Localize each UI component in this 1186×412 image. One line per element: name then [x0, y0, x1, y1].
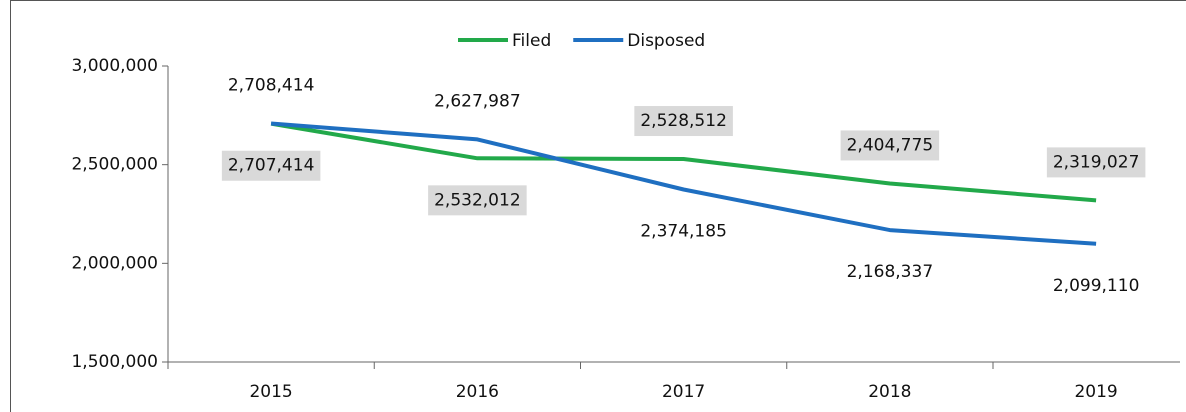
data-label: 2,099,110: [1053, 276, 1140, 296]
x-tick-label: 2019: [1074, 382, 1117, 402]
x-tick-label: 2016: [456, 382, 499, 402]
y-tick-label: 1,500,000: [71, 352, 158, 372]
x-tick-label: 2015: [249, 382, 292, 402]
y-tick-label: 3,000,000: [71, 56, 158, 76]
data-label: 2,374,185: [640, 221, 727, 241]
data-label: 2,168,337: [847, 262, 934, 282]
data-label: 2,707,414: [228, 156, 315, 176]
y-tick-label: 2,000,000: [71, 253, 158, 273]
line-series: [270, 121, 1097, 203]
legend-label: Disposed: [627, 31, 705, 51]
data-label: 2,528,512: [640, 111, 727, 131]
data-label: 2,708,414: [228, 76, 315, 96]
data-label-box: [1046, 147, 1146, 178]
data-label: 2,532,012: [434, 190, 521, 210]
data-label-box: [221, 150, 321, 181]
y-tick-label: 2,500,000: [71, 155, 158, 175]
data-label: 2,627,987: [434, 91, 521, 111]
data-label: 2,319,027: [1053, 152, 1140, 172]
data-label-box: [840, 130, 940, 161]
data-label-box: [634, 106, 733, 137]
legend-label: Filed: [512, 31, 551, 51]
data-label-box: [428, 185, 527, 216]
line-series: [270, 121, 1097, 246]
data-label: 2,404,775: [847, 135, 934, 155]
x-tick-label: 2018: [868, 382, 911, 402]
chart-frame: [10, 0, 1186, 412]
x-tick-label: 2017: [662, 382, 705, 402]
